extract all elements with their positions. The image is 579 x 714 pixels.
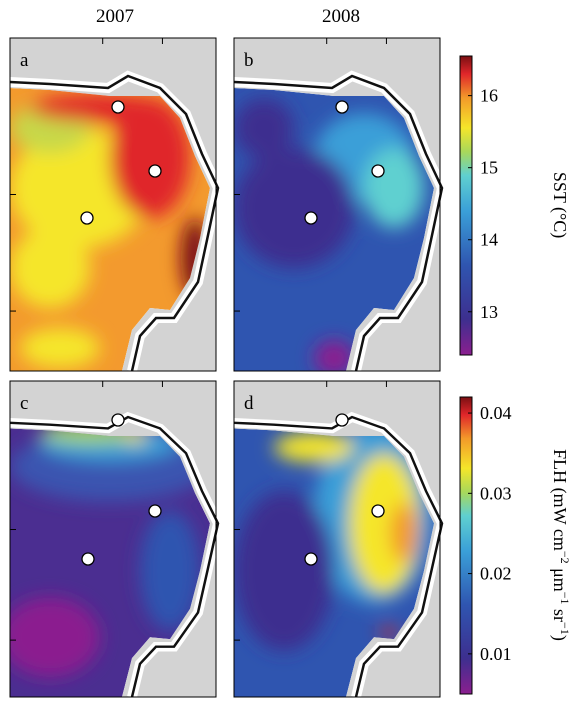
label-part: FLH (mW cm <box>549 449 570 551</box>
frame <box>9 380 217 698</box>
colorbar-tick-label: 15 <box>480 158 498 178</box>
blob <box>10 228 90 308</box>
blob <box>364 148 424 228</box>
blob <box>10 597 100 678</box>
colorbar-tick-label: 16 <box>480 86 498 106</box>
colorbar-tick-label: 14 <box>480 230 498 250</box>
label-part: −2 <box>558 551 572 564</box>
field <box>234 88 434 371</box>
blobs <box>234 428 434 651</box>
map-panel: c <box>0 380 218 698</box>
blob <box>274 432 354 463</box>
colorbar-tick-label: 0.04 <box>480 403 512 423</box>
colorbar-label: FLH (mW cm−2 μm−1 sr−1) <box>549 449 572 641</box>
blob <box>30 94 170 122</box>
field <box>10 428 210 697</box>
panel-label: b <box>244 50 254 71</box>
station <box>111 413 125 427</box>
blob <box>140 510 200 631</box>
blob <box>234 490 334 651</box>
blob <box>390 502 418 563</box>
colorbar-label: SST (°C) <box>549 172 570 238</box>
label-part: sr <box>550 605 570 623</box>
blob <box>379 627 399 638</box>
station <box>371 504 385 518</box>
frame <box>233 37 441 372</box>
field <box>234 428 434 697</box>
station <box>371 164 385 178</box>
label-part: −1 <box>558 592 572 605</box>
label-part: −1 <box>558 622 572 635</box>
station <box>80 211 94 225</box>
panel-label: a <box>20 50 29 71</box>
blob <box>234 98 294 158</box>
colorbar-tick-label: 0.03 <box>480 483 512 503</box>
station <box>148 504 162 518</box>
panel-label: c <box>20 393 28 414</box>
frame <box>9 37 217 372</box>
station <box>81 552 95 566</box>
station <box>111 100 125 114</box>
station <box>335 413 349 427</box>
colorbar <box>459 396 473 695</box>
column-title: 2007 <box>96 6 134 27</box>
station <box>335 100 349 114</box>
frame <box>233 380 441 698</box>
map-panel: b <box>233 37 442 376</box>
colorbar-tick-label: 0.02 <box>480 564 512 584</box>
colorbar <box>459 55 473 356</box>
station <box>304 552 318 566</box>
map-panel: a <box>9 37 218 372</box>
blob <box>20 328 100 368</box>
blob <box>314 340 354 371</box>
blob <box>110 98 190 218</box>
colorbar-tick-label: 0.01 <box>480 644 512 664</box>
map-panel: d <box>233 380 442 698</box>
column-title: 2008 <box>322 6 360 27</box>
blobs <box>234 98 424 371</box>
label-part: SST (°C) <box>549 172 570 238</box>
panel-label: d <box>244 393 254 414</box>
label-part: ) <box>549 635 570 641</box>
station <box>304 211 318 225</box>
blobs <box>10 428 210 678</box>
colorbar-tick-label: 13 <box>480 302 498 322</box>
label-part: μm <box>550 564 570 592</box>
station <box>148 164 162 178</box>
blob <box>234 148 354 268</box>
